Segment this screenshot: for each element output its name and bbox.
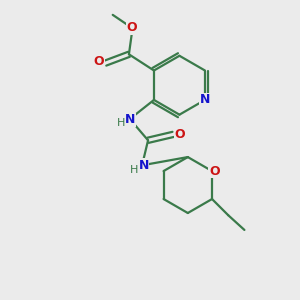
Text: N: N [125,113,136,126]
Text: H: H [117,118,126,128]
Text: O: O [209,165,220,178]
Text: N: N [139,158,149,172]
Text: H: H [130,165,138,175]
Text: N: N [200,93,210,106]
Text: O: O [127,21,137,34]
Text: O: O [94,55,104,68]
Text: O: O [174,128,185,141]
